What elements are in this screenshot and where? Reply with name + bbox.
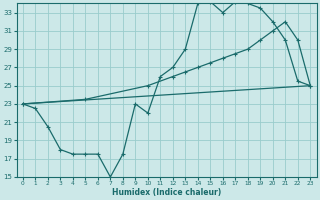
X-axis label: Humidex (Indice chaleur): Humidex (Indice chaleur)	[112, 188, 221, 197]
